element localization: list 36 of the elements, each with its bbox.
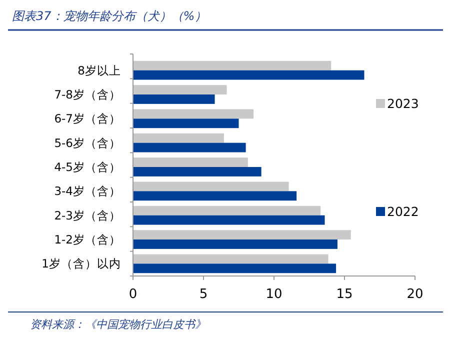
legend-label: 2023 xyxy=(387,96,419,111)
y-tick-label: 2-3岁（含） xyxy=(54,208,121,222)
legend-label: 2022 xyxy=(387,204,419,219)
y-tick-label: 1-2岁（含） xyxy=(54,232,121,247)
y-tick-label: 3-4岁（含） xyxy=(54,184,121,198)
bar xyxy=(133,85,227,94)
bar xyxy=(133,182,289,192)
y-tick-label: 6-7岁（含） xyxy=(54,112,121,126)
bar xyxy=(133,109,254,119)
bar xyxy=(133,215,325,225)
x-tick-label: 15 xyxy=(336,287,353,302)
x-tick-label: 10 xyxy=(266,287,282,302)
x-tick-label: 20 xyxy=(406,287,424,302)
chart-title: 图表37：宠物年龄分布（犬）（%） xyxy=(12,9,207,23)
bar xyxy=(133,230,351,240)
bar xyxy=(133,142,246,152)
y-tick-label: 4-5岁（含） xyxy=(54,160,121,174)
bar xyxy=(133,191,297,201)
text: 资料来源：《中国宠物行业白皮书》 xyxy=(30,318,206,331)
bar xyxy=(133,60,332,70)
x-tick-label: 5 xyxy=(199,287,208,302)
bar xyxy=(133,240,338,249)
bar xyxy=(133,158,248,167)
bar xyxy=(133,264,336,274)
bar xyxy=(133,167,262,176)
bar xyxy=(133,70,364,80)
bar xyxy=(133,254,328,264)
bar xyxy=(133,94,215,104)
bar xyxy=(133,133,224,143)
y-tick-label: 7-8岁（含） xyxy=(54,87,121,102)
y-tick-label: 5-6岁（含） xyxy=(54,136,121,150)
bar xyxy=(133,206,321,216)
y-tick-label: 1岁（含）以内 xyxy=(42,256,121,271)
bar xyxy=(133,118,239,128)
x-tick-label: 0 xyxy=(128,287,138,302)
y-tick-label: 8岁以上 xyxy=(78,63,121,78)
